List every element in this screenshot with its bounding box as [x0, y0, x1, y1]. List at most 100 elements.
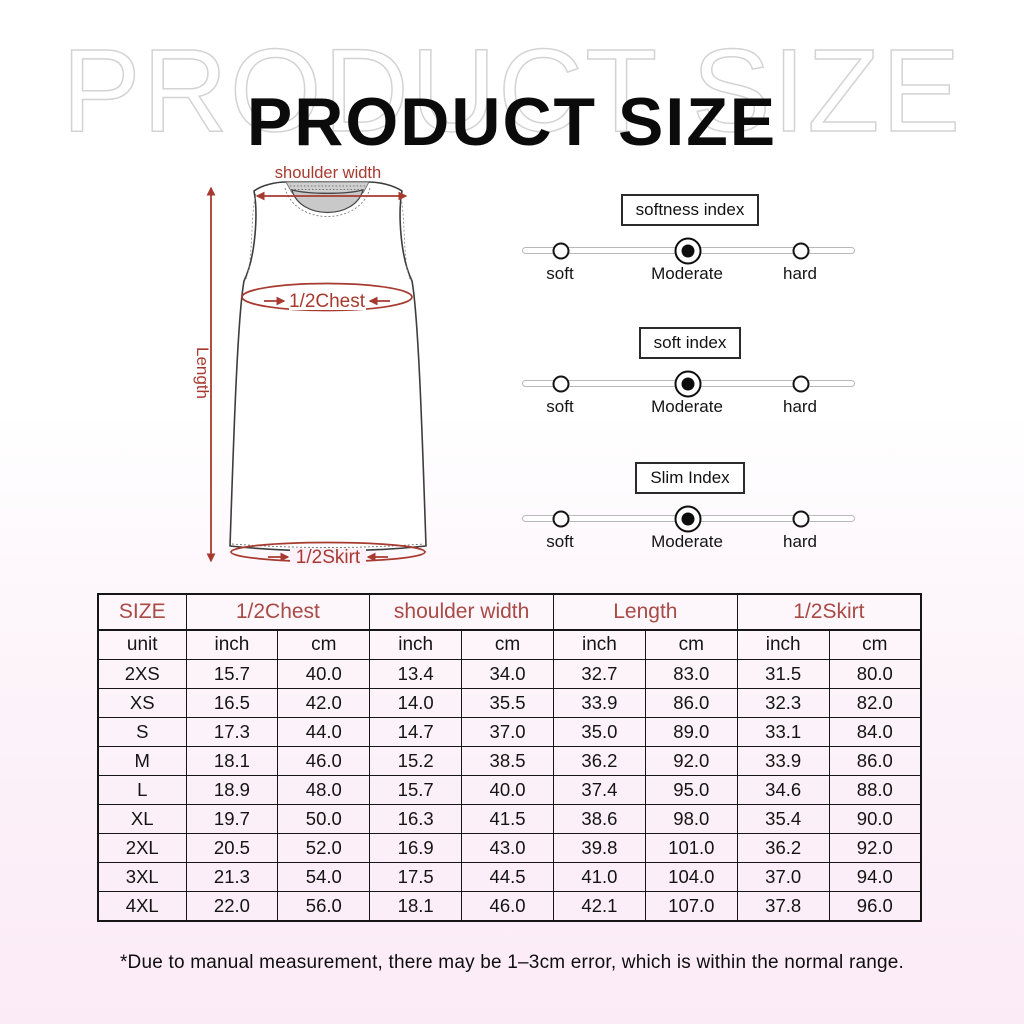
value-cell: 95.0 — [644, 775, 738, 805]
size-table: SIZE 1/2Chest shoulder width Length 1/2S… — [97, 593, 922, 922]
value-cell: 35.5 — [461, 688, 554, 718]
value-cell: 56.0 — [277, 891, 371, 922]
table-row: 4XL 22.0 56.0 18.1 46.0 42.1 107.0 37.8 … — [97, 891, 922, 922]
slim-index-block: Slim Index soft Moderate hard — [520, 462, 860, 554]
soft-index-title: soft index — [638, 327, 742, 360]
table-row: 3XL 21.3 54.0 17.5 44.5 41.0 104.0 37.0 … — [97, 862, 922, 892]
value-cell: 90.0 — [828, 804, 922, 834]
group-header-length: Length — [553, 593, 738, 631]
value-cell: 41.5 — [461, 804, 554, 834]
table-row: S 17.3 44.0 14.7 37.0 35.0 89.0 33.1 84.… — [97, 717, 922, 747]
softness-index-title: softness index — [620, 194, 760, 227]
value-cell: 16.9 — [369, 833, 463, 863]
slim-soft-knob — [552, 510, 570, 528]
value-cell: 17.3 — [185, 717, 279, 747]
value-cell: 41.0 — [553, 862, 646, 892]
soft-index-track — [522, 370, 855, 398]
value-cell: 13.4 — [369, 659, 463, 689]
table-group-header-row: SIZE 1/2Chest shoulder width Length 1/2S… — [97, 593, 922, 631]
softness-label-moderate: Moderate — [651, 264, 723, 284]
value-cell: 22.0 — [185, 891, 279, 922]
softness-soft-knob — [552, 242, 570, 260]
value-cell: 89.0 — [644, 717, 738, 747]
soft-soft-knob — [552, 375, 570, 393]
dress-outline — [229, 181, 427, 552]
value-cell: 107.0 — [644, 891, 738, 922]
half-skirt-label-backing — [290, 548, 366, 565]
size-cell: XL — [97, 804, 187, 834]
value-cell: 44.0 — [277, 717, 371, 747]
armhole-stitch-right — [399, 193, 411, 280]
unit-label: unit — [97, 629, 187, 660]
value-cell: 96.0 — [828, 891, 922, 922]
table-unit-row: unit inch cm inch cm inch cm inch cm — [97, 629, 922, 660]
value-cell: 43.0 — [461, 833, 554, 863]
slim-label-moderate: Moderate — [651, 532, 723, 552]
knob-dot — [681, 244, 695, 258]
value-cell: 50.0 — [277, 804, 371, 834]
value-cell: 52.0 — [277, 833, 371, 863]
size-cell: XS — [97, 688, 187, 718]
value-cell: 101.0 — [644, 833, 738, 863]
value-cell: 38.5 — [461, 746, 554, 776]
slim-label-soft: soft — [546, 532, 574, 552]
softness-index-block: softness index soft Moderate hard — [520, 194, 860, 286]
unit-header: inch — [736, 629, 830, 660]
value-cell: 86.0 — [644, 688, 738, 718]
value-cell: 31.5 — [736, 659, 830, 689]
ghost-title: PRODUCT SIZE — [61, 28, 962, 153]
unit-header: cm — [277, 629, 371, 660]
value-cell: 94.0 — [828, 862, 922, 892]
table-row: XL 19.7 50.0 16.3 41.5 38.6 98.0 35.4 90… — [97, 804, 922, 834]
unit-header: inch — [553, 629, 646, 660]
value-cell: 16.3 — [369, 804, 463, 834]
size-cell: 3XL — [97, 862, 187, 892]
value-cell: 83.0 — [644, 659, 738, 689]
value-cell: 48.0 — [277, 775, 371, 805]
table-row: M 18.1 46.0 15.2 38.5 36.2 92.0 33.9 86.… — [97, 746, 922, 776]
value-cell: 17.5 — [369, 862, 463, 892]
softness-label-hard: hard — [782, 264, 818, 284]
value-cell: 20.5 — [185, 833, 279, 863]
value-cell: 84.0 — [828, 717, 922, 747]
value-cell: 15.2 — [369, 746, 463, 776]
value-cell: 98.0 — [644, 804, 738, 834]
ghost-title-text: PRODUCT SIZE — [62, 28, 962, 153]
softness-index-track — [522, 237, 855, 265]
slim-selected-knob — [674, 505, 702, 533]
value-cell: 18.1 — [185, 746, 279, 776]
value-cell: 19.7 — [185, 804, 279, 834]
size-cell: 2XL — [97, 833, 187, 863]
value-cell: 33.1 — [736, 717, 830, 747]
slim-index-track — [522, 505, 855, 533]
value-cell: 88.0 — [828, 775, 922, 805]
softness-selected-knob — [674, 237, 702, 265]
value-cell: 33.9 — [553, 688, 646, 718]
value-cell: 15.7 — [369, 775, 463, 805]
value-cell: 82.0 — [828, 688, 922, 718]
dress-measurement-diagram: shoulder width Length 1/2Chest 1/2Skirt — [193, 164, 427, 568]
table-row: L 18.9 48.0 15.7 40.0 37.4 95.0 34.6 88.… — [97, 775, 922, 805]
unit-header: inch — [369, 629, 463, 660]
value-cell: 80.0 — [828, 659, 922, 689]
half-chest-label: 1/2Chest — [289, 291, 366, 312]
value-cell: 37.8 — [736, 891, 830, 922]
value-cell: 40.0 — [277, 659, 371, 689]
table-row: 2XL 20.5 52.0 16.9 43.0 39.8 101.0 36.2 … — [97, 833, 922, 863]
value-cell: 92.0 — [644, 746, 738, 776]
table-row: 2XS 15.7 40.0 13.4 34.0 32.7 83.0 31.5 8… — [97, 659, 922, 689]
value-cell: 104.0 — [644, 862, 738, 892]
group-header-shoulder-width: shoulder width — [369, 593, 554, 631]
softness-label-soft: soft — [546, 264, 574, 284]
armhole-stitch-left — [245, 193, 257, 280]
value-cell: 36.2 — [736, 833, 830, 863]
knob-dot — [681, 377, 695, 391]
value-cell: 37.4 — [553, 775, 646, 805]
value-cell: 34.6 — [736, 775, 830, 805]
value-cell: 40.0 — [461, 775, 554, 805]
measurement-disclaimer: *Due to manual measurement, there may be… — [119, 952, 905, 973]
value-cell: 42.0 — [277, 688, 371, 718]
value-cell: 39.8 — [553, 833, 646, 863]
group-header-half-skirt: 1/2Skirt — [736, 593, 922, 631]
